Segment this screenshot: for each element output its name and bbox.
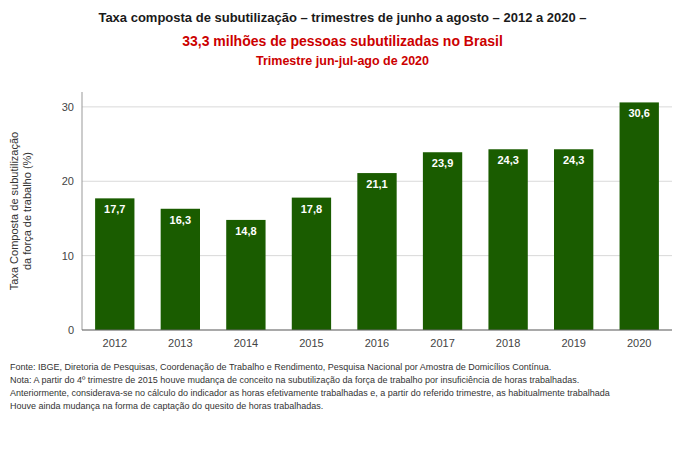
y-tick-label: 30 — [62, 101, 74, 113]
bar — [292, 198, 331, 330]
grid-line — [82, 330, 672, 331]
y-axis-label: Taxa Composta de subutilizaçãoda força d… — [8, 132, 33, 290]
footnote: Fonte: IBGE, Diretoria de Pesquisas, Coo… — [10, 362, 551, 372]
footnote: Anteriormente, considerava-se no cálculo… — [10, 388, 610, 398]
grid-line — [82, 106, 672, 107]
x-tick-label: 2013 — [168, 337, 192, 349]
footnote: Houve ainda mudança na forma de captação… — [10, 401, 323, 411]
bar — [620, 102, 659, 330]
subtitle: 33,3 milhões de pessoas subutilizadas no… — [182, 33, 503, 49]
x-tick-label: 2015 — [299, 337, 323, 349]
y-tick-label: 0 — [68, 324, 74, 336]
x-tick-label: 2014 — [234, 337, 258, 349]
x-tick-label: 2019 — [561, 337, 585, 349]
bar — [95, 198, 134, 330]
x-tick-label: 2016 — [365, 337, 389, 349]
bar — [423, 152, 462, 330]
bars — [95, 102, 659, 330]
chart: Taxa composta de subutilização – trimest… — [0, 0, 685, 458]
bar — [488, 149, 527, 330]
subtitle: Trimestre jun-jul-ago de 2020 — [256, 54, 429, 68]
bar — [357, 173, 396, 330]
data-label: 16,3 — [170, 214, 191, 226]
title: Taxa composta de subutilização – trimest… — [98, 10, 586, 25]
y-tick-label: 20 — [62, 175, 74, 187]
data-label: 24,3 — [563, 154, 584, 166]
data-label: 23,9 — [432, 157, 453, 169]
data-label: 24,3 — [497, 154, 518, 166]
bar — [226, 220, 265, 330]
footnote: Nota: A partir do 4º trimestre de 2015 h… — [10, 375, 579, 385]
data-label: 21,1 — [366, 178, 387, 190]
x-tick-label: 2020 — [627, 337, 651, 349]
x-axis-line — [82, 330, 672, 331]
x-tick-label: 2018 — [496, 337, 520, 349]
data-label: 14,8 — [235, 225, 256, 237]
grid — [82, 107, 672, 330]
data-label: 17,7 — [104, 203, 125, 215]
x-tick-label: 2012 — [103, 337, 127, 349]
data-label: 30,6 — [629, 107, 650, 119]
y-axis-line — [82, 92, 83, 330]
x-tick-label: 2017 — [430, 337, 454, 349]
data-label: 17,8 — [301, 203, 322, 215]
bar — [161, 209, 200, 330]
bar — [554, 149, 593, 330]
y-tick-label: 10 — [62, 250, 74, 262]
